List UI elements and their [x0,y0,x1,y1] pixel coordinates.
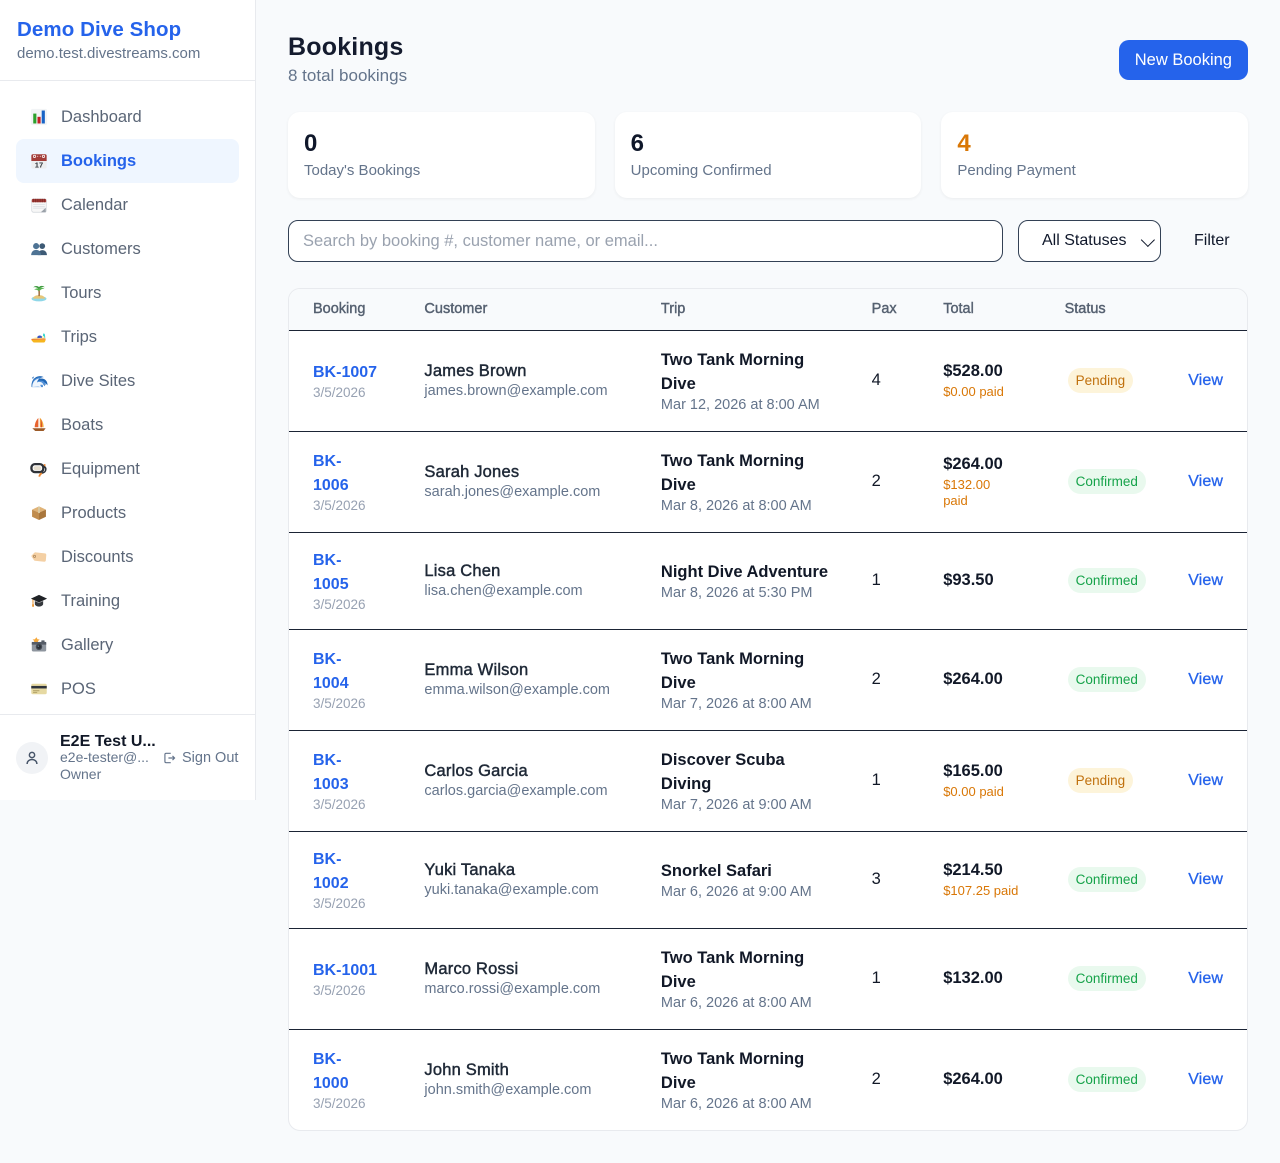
svg-text:17: 17 [35,160,43,169]
